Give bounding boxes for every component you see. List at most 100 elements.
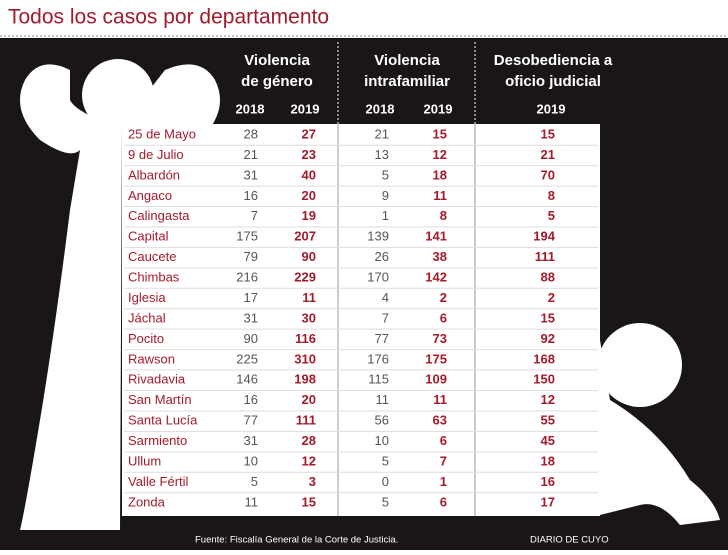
cell-value: 8 bbox=[440, 208, 447, 223]
cell-value: 79 bbox=[244, 249, 258, 264]
row-name: Capital bbox=[128, 229, 169, 244]
cell-value: 31 bbox=[244, 310, 258, 325]
cell-value: 16 bbox=[244, 392, 258, 407]
cell-value: 7 bbox=[382, 310, 389, 325]
cell-value: 77 bbox=[375, 331, 389, 346]
group-header: Violencia bbox=[374, 52, 440, 69]
row-name: Jáchal bbox=[128, 310, 166, 325]
year-header: 2019 bbox=[291, 101, 320, 116]
cell-value: 229 bbox=[294, 270, 316, 285]
cell-value: 28 bbox=[244, 126, 258, 141]
row-name: Zonda bbox=[128, 494, 166, 509]
cell-value: 90 bbox=[244, 331, 258, 346]
group-header: de género bbox=[241, 73, 313, 90]
cell-value: 10 bbox=[244, 453, 258, 468]
row-name: Chimbas bbox=[128, 270, 180, 285]
cell-value: 92 bbox=[541, 331, 555, 346]
cell-value: 11 bbox=[245, 494, 259, 509]
row-name: Iglesia bbox=[128, 290, 166, 305]
cell-value: 8 bbox=[548, 188, 555, 203]
cell-value: 207 bbox=[294, 229, 316, 244]
cell-value: 175 bbox=[425, 351, 447, 366]
cell-value: 139 bbox=[367, 229, 389, 244]
cell-value: 176 bbox=[367, 351, 389, 366]
cell-value: 170 bbox=[367, 270, 389, 285]
cell-value: 146 bbox=[236, 372, 258, 387]
cell-value: 20 bbox=[302, 188, 316, 203]
cell-value: 4 bbox=[382, 290, 389, 305]
row-name: Ullum bbox=[128, 453, 161, 468]
cell-value: 15 bbox=[541, 310, 555, 325]
row-name: Rivadavia bbox=[128, 372, 186, 387]
cell-value: 90 bbox=[302, 249, 316, 264]
year-header: 2019 bbox=[424, 101, 453, 116]
cell-value: 30 bbox=[302, 310, 316, 325]
cell-value: 21 bbox=[375, 126, 389, 141]
cell-value: 7 bbox=[251, 208, 258, 223]
cell-value: 5 bbox=[548, 208, 555, 223]
year-header: 2018 bbox=[366, 101, 395, 116]
cell-value: 88 bbox=[541, 270, 555, 285]
cell-value: 20 bbox=[302, 392, 316, 407]
cell-value: 109 bbox=[425, 372, 447, 387]
cell-value: 310 bbox=[294, 351, 316, 366]
cell-value: 12 bbox=[302, 453, 316, 468]
cell-value: 11 bbox=[433, 392, 447, 407]
cell-value: 5 bbox=[382, 453, 389, 468]
cell-value: 116 bbox=[295, 331, 316, 346]
row-name: 25 de Mayo bbox=[128, 126, 196, 141]
row-name: San Martín bbox=[128, 392, 192, 407]
cell-value: 198 bbox=[294, 372, 316, 387]
cell-value: 168 bbox=[533, 351, 555, 366]
cell-value: 6 bbox=[440, 433, 447, 448]
cell-value: 77 bbox=[244, 413, 258, 428]
title: Todos los casos por departamento bbox=[8, 6, 329, 29]
cell-value: 18 bbox=[541, 453, 555, 468]
group-header: Violencia bbox=[244, 52, 310, 69]
cell-value: 216 bbox=[236, 270, 258, 285]
cell-value: 12 bbox=[541, 392, 555, 407]
cell-value: 150 bbox=[533, 372, 555, 387]
row-name: Angaco bbox=[128, 188, 172, 203]
cell-value: 5 bbox=[251, 474, 258, 489]
table-body bbox=[122, 124, 600, 516]
year-header: 2019 bbox=[537, 101, 566, 116]
cell-value: 27 bbox=[302, 126, 316, 141]
cell-value: 16 bbox=[541, 474, 555, 489]
cell-value: 115 bbox=[368, 372, 389, 387]
cell-value: 28 bbox=[302, 433, 316, 448]
cell-value: 18 bbox=[433, 167, 447, 182]
cell-value: 194 bbox=[533, 229, 555, 244]
cell-value: 26 bbox=[375, 249, 389, 264]
cell-value: 73 bbox=[433, 331, 447, 346]
cell-value: 40 bbox=[302, 167, 316, 182]
cell-value: 31 bbox=[244, 167, 258, 182]
cell-value: 3 bbox=[309, 474, 316, 489]
cell-value: 15 bbox=[302, 494, 316, 509]
cell-value: 111 bbox=[535, 249, 555, 264]
cell-value: 15 bbox=[433, 126, 447, 141]
cell-value: 9 bbox=[382, 188, 389, 203]
cell-value: 23 bbox=[302, 147, 316, 162]
row-name: Valle Fértil bbox=[128, 474, 189, 489]
cell-value: 56 bbox=[375, 413, 389, 428]
cell-value: 142 bbox=[425, 270, 447, 285]
cell-value: 6 bbox=[440, 310, 447, 325]
cell-value: 1 bbox=[382, 208, 389, 223]
row-name: 9 de Julio bbox=[128, 147, 184, 162]
cell-value: 45 bbox=[541, 433, 555, 448]
brand: DIARIO DE CUYO bbox=[530, 535, 609, 546]
group-separators bbox=[337, 42, 476, 124]
row-name: Albardón bbox=[128, 167, 180, 182]
cell-value: 5 bbox=[382, 494, 389, 509]
cell-value: 17 bbox=[244, 290, 258, 305]
row-name: Rawson bbox=[128, 351, 175, 366]
group-header: oficio judicial bbox=[505, 73, 601, 90]
cell-value: 175 bbox=[236, 229, 258, 244]
cell-value: 63 bbox=[433, 413, 447, 428]
row-name: Pocito bbox=[128, 331, 164, 346]
row-name: Caucete bbox=[128, 249, 176, 264]
cell-value: 21 bbox=[541, 147, 555, 162]
cell-value: 11 bbox=[376, 392, 390, 407]
